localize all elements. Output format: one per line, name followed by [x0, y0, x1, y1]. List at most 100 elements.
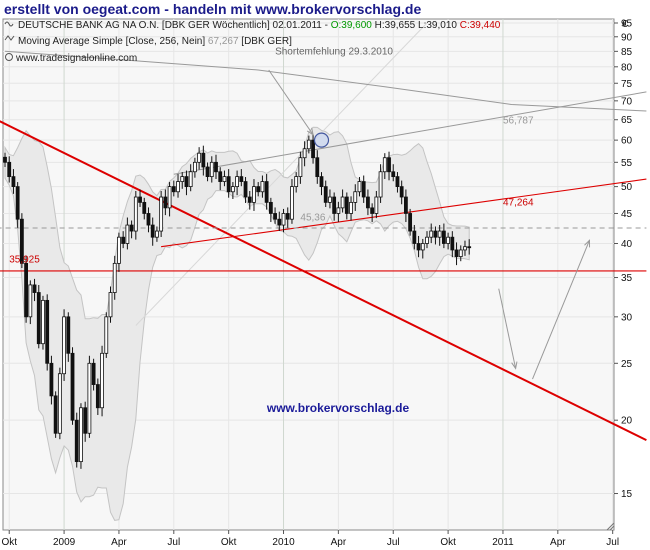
line-moving-average — [4, 50, 647, 112]
candle-down — [391, 171, 396, 178]
candle-down — [205, 166, 210, 178]
candle-up — [125, 224, 130, 244]
candle-down — [66, 316, 71, 354]
candle-down — [344, 196, 349, 214]
candle-down — [129, 224, 134, 232]
candle-up — [41, 299, 45, 345]
candle-up — [87, 362, 92, 434]
x-tick-label: 2011 — [492, 537, 514, 548]
candle-up — [328, 196, 332, 203]
candle-down — [121, 236, 126, 244]
y-tick-label: 20 — [621, 416, 633, 427]
candle-down — [256, 186, 261, 193]
candle-up — [235, 176, 240, 188]
candle-down — [273, 213, 277, 220]
candle-down — [15, 186, 20, 220]
candle-up — [79, 407, 83, 463]
arrow-up-head — [584, 239, 591, 248]
candle-up — [290, 186, 294, 220]
candle-down — [70, 352, 75, 421]
y-tick-label: 60 — [621, 136, 633, 147]
candle-down — [226, 176, 231, 193]
candle-down — [332, 196, 337, 214]
candle-down — [412, 230, 417, 244]
y-tick-label: 55 — [621, 158, 633, 169]
arrow-annotation — [268, 69, 314, 135]
candle-up — [180, 176, 185, 182]
candle-up — [420, 243, 425, 251]
candle-up — [437, 230, 442, 238]
annotation-label: Shortemfehlung 29.3.2010 — [275, 46, 393, 57]
candle-down — [387, 157, 391, 173]
candle-down — [7, 161, 12, 178]
annotation-label: 56,787 — [503, 116, 534, 127]
candle-down — [83, 407, 88, 434]
candle-up — [463, 246, 467, 251]
candle-down — [45, 299, 50, 364]
candle-up — [357, 181, 362, 193]
x-tick-label: Apr — [550, 537, 566, 548]
bollinger-band — [4, 126, 470, 521]
candle-down — [264, 181, 269, 203]
y-tick-label: 85 — [621, 47, 633, 58]
candle-down — [408, 213, 413, 232]
candle-down — [454, 249, 459, 257]
candle-down — [201, 152, 206, 168]
y-tick-label: 70 — [621, 96, 633, 107]
highlight-circle — [313, 132, 330, 148]
web-icon — [5, 53, 13, 61]
candle-down — [441, 230, 446, 244]
candle-down — [247, 196, 252, 203]
candle-up — [155, 230, 159, 238]
candle-down — [163, 196, 168, 209]
candle-down — [49, 362, 54, 397]
candle-down — [403, 196, 408, 214]
candle-down — [146, 213, 151, 226]
x-tick-label: Apr — [331, 537, 347, 548]
candle-up — [28, 284, 33, 318]
candle-down — [184, 176, 189, 188]
y-tick-label: 90 — [621, 32, 633, 43]
arrow-down-head — [511, 361, 518, 370]
candle-up — [100, 352, 104, 409]
candle-up — [298, 157, 303, 178]
candle-up — [302, 148, 307, 159]
candle-down — [11, 176, 16, 188]
candle-down — [53, 395, 58, 434]
x-tick-label: 2010 — [272, 537, 295, 548]
candle-down — [239, 176, 244, 182]
candle-down — [24, 262, 29, 318]
indicator-info: Moving Average Simple [Close, 256, Nein]… — [18, 36, 292, 47]
candle-up — [167, 186, 172, 209]
candle-down — [285, 213, 290, 220]
candle-up — [458, 249, 463, 257]
candle-up — [306, 139, 311, 150]
x-tick-label: Jul — [387, 537, 400, 548]
x-tick-label: Okt — [440, 537, 456, 548]
website-label: www.tradesignalonline.com — [15, 53, 137, 64]
candle-down — [311, 139, 315, 159]
candle-down — [214, 161, 218, 173]
candle-down — [138, 196, 142, 203]
candle-down — [361, 181, 366, 198]
candle-down — [268, 201, 273, 214]
y-tick-label: 75 — [621, 79, 633, 90]
x-tick-label: 2009 — [53, 537, 76, 548]
candle-up — [281, 213, 286, 226]
annotation-label: 35,925 — [9, 255, 40, 266]
candle-up — [230, 186, 235, 193]
candle-up — [197, 152, 202, 163]
candle-down — [315, 157, 320, 178]
candle-up — [176, 181, 180, 193]
candle-down — [91, 362, 96, 385]
candle-up — [382, 157, 387, 173]
line-upper-channel — [173, 91, 647, 175]
y-tick-label: 45 — [621, 209, 633, 220]
resize-grip — [606, 522, 615, 531]
candle-down — [95, 384, 100, 409]
candle-down — [277, 218, 282, 226]
candle-up — [349, 201, 353, 214]
ma-icon — [4, 35, 15, 41]
candle-up — [294, 176, 299, 188]
